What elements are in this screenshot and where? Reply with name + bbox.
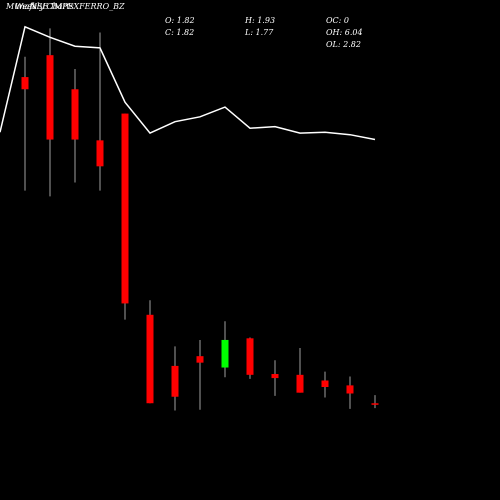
- weekly-charts-label: Weekly Charts: [15, 2, 74, 11]
- candle-body-down: [146, 314, 154, 404]
- ol-value: OL: 2.82: [326, 40, 361, 49]
- candle-body-up: [221, 339, 229, 368]
- low-value: L: 1.77: [245, 28, 274, 37]
- munafa-label: Munafa: [6, 2, 37, 11]
- candles-group: [21, 28, 379, 411]
- candle-body-down: [196, 356, 204, 363]
- candle-body-down: [321, 380, 329, 387]
- symbol-label: NSE IMPEXFERRO_BZ: [30, 2, 125, 11]
- open-value: O: 1.82: [165, 16, 195, 25]
- candle-body-down: [46, 55, 54, 140]
- candle-body-down: [96, 140, 104, 167]
- candle-body-down: [296, 374, 304, 393]
- candle-body-down: [121, 113, 129, 304]
- candle-body-down: [271, 374, 279, 379]
- moving-average-line: [0, 25, 376, 141]
- candle-body-down: [71, 89, 79, 140]
- candle-body-down: [346, 385, 354, 394]
- close-value: C: 1.82: [165, 28, 195, 37]
- oh-value: OH: 6.04: [326, 28, 363, 37]
- oc-value: OC: 0: [326, 16, 350, 25]
- high-value: H: 1.93: [245, 16, 276, 25]
- candle-body-down: [171, 365, 179, 397]
- candle-body-down: [246, 338, 254, 375]
- candle-body-down: [371, 403, 379, 405]
- candle-body-down: [21, 77, 29, 90]
